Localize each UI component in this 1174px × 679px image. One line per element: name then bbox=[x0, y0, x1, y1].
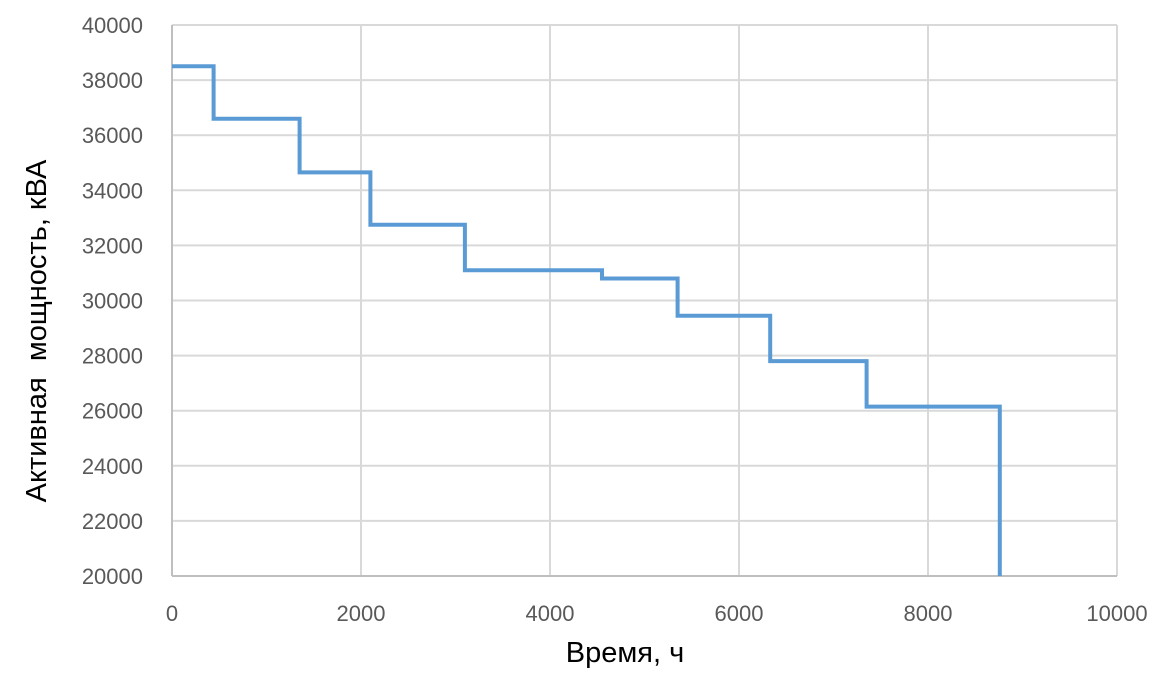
x-tick-label: 0 bbox=[166, 601, 178, 626]
y-tick-label: 22000 bbox=[82, 509, 143, 534]
grid bbox=[171, 24, 1118, 577]
x-tick-label: 8000 bbox=[904, 601, 953, 626]
series-line bbox=[172, 64, 1002, 576]
x-tick-label: 4000 bbox=[526, 601, 575, 626]
y-tick-label: 38000 bbox=[82, 68, 143, 93]
x-tick-label: 10000 bbox=[1086, 601, 1147, 626]
y-axis-title: Активная мощность, кВА bbox=[21, 159, 53, 502]
x-tick-label: 6000 bbox=[715, 601, 764, 626]
y-tick-label: 30000 bbox=[82, 289, 143, 314]
y-tick-label: 36000 bbox=[82, 123, 143, 148]
y-tick-label: 28000 bbox=[82, 344, 143, 369]
y-tick-label: 32000 bbox=[82, 233, 143, 258]
y-tick-label: 26000 bbox=[82, 399, 143, 424]
y-tick-label: 40000 bbox=[82, 13, 143, 38]
x-axis-title: Время, ч bbox=[566, 637, 684, 669]
x-tick-labels: 0 2000 4000 6000 8000 10000 bbox=[166, 601, 1148, 626]
axes bbox=[171, 25, 1117, 577]
y-tick-labels: 20000 22000 24000 26000 28000 30000 32000 34000… bbox=[82, 13, 143, 589]
y-tick-label: 34000 bbox=[82, 178, 143, 203]
x-tick-label: 2000 bbox=[337, 601, 386, 626]
y-tick-label: 24000 bbox=[82, 454, 143, 479]
y-tick-label: 20000 bbox=[82, 564, 143, 589]
series-group bbox=[172, 64, 1002, 576]
